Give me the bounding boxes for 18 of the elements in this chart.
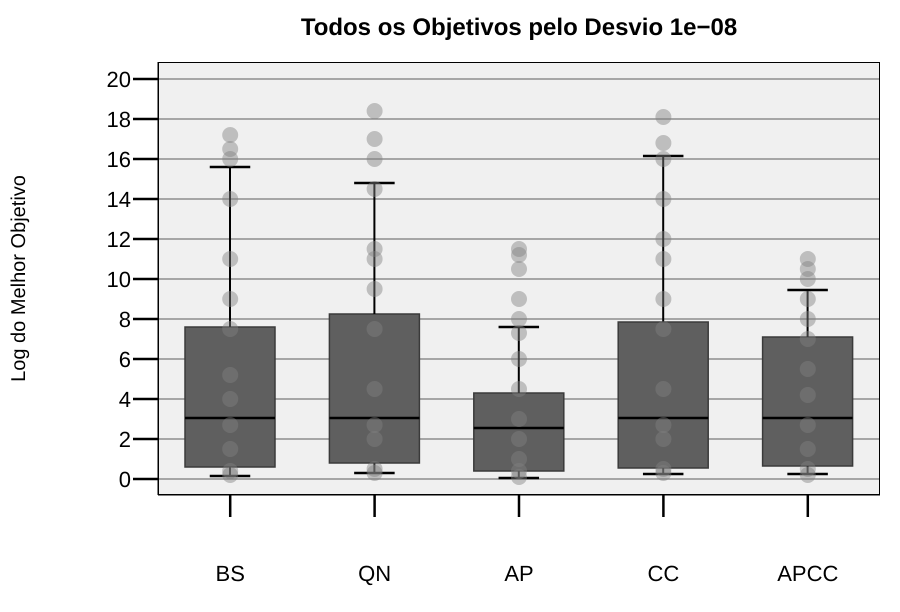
y-tick-label: 4 (118, 386, 131, 412)
y-tick-label: 8 (118, 306, 131, 332)
chart-title: Todos os Objetivos pelo Desvio 1e−08 (300, 14, 738, 42)
y-axis-title: Log do Melhor Objetivo (8, 175, 30, 382)
y-tick-label: 2 (118, 426, 131, 452)
x-tick-label: APCC (777, 561, 838, 586)
y-tick-label: 10 (106, 266, 131, 292)
x-tick-label: AP (504, 561, 534, 586)
x-tick-label: BS (216, 561, 245, 586)
y-tick-label: 18 (106, 106, 131, 132)
x-tick-label: CC (648, 561, 680, 586)
y-tick-label: 0 (118, 466, 131, 492)
x-tick-label: QN (358, 561, 392, 586)
y-tick-label: 12 (106, 226, 131, 252)
y-tick-label: 6 (118, 346, 131, 372)
y-tick-label: 14 (106, 186, 131, 212)
y-tick-label: 16 (106, 146, 131, 172)
y-tick-label: 20 (106, 66, 131, 92)
